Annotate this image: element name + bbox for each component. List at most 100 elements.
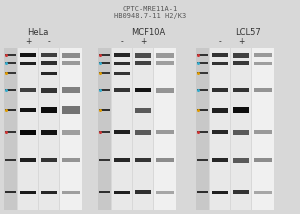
Bar: [233, 158, 249, 162]
Bar: [156, 61, 174, 65]
Bar: [197, 159, 208, 161]
Bar: [212, 88, 228, 92]
Bar: [62, 106, 80, 114]
Bar: [197, 72, 208, 74]
Bar: [197, 109, 208, 111]
Bar: [135, 52, 151, 58]
Bar: [233, 61, 249, 65]
Bar: [212, 190, 228, 193]
Bar: [254, 130, 272, 134]
Text: -: -: [48, 37, 50, 46]
Bar: [156, 88, 174, 92]
Bar: [4, 48, 17, 210]
Bar: [252, 48, 274, 210]
Bar: [196, 48, 209, 210]
Bar: [20, 88, 36, 92]
Bar: [41, 158, 57, 162]
Bar: [114, 190, 130, 193]
Bar: [62, 52, 80, 58]
Bar: [5, 62, 16, 64]
Bar: [133, 48, 153, 210]
Bar: [62, 61, 80, 65]
Bar: [62, 190, 80, 193]
Bar: [212, 61, 228, 64]
Text: HeLa: HeLa: [27, 28, 49, 37]
Bar: [5, 191, 16, 193]
Bar: [99, 89, 110, 91]
Bar: [233, 88, 249, 92]
Text: -: -: [121, 37, 123, 46]
Bar: [41, 107, 57, 113]
Bar: [20, 61, 36, 64]
Bar: [5, 89, 16, 91]
Bar: [112, 48, 132, 210]
Bar: [197, 131, 208, 133]
Bar: [5, 72, 16, 74]
Bar: [135, 107, 151, 113]
Bar: [62, 87, 80, 93]
Bar: [99, 131, 110, 133]
Bar: [99, 109, 110, 111]
Bar: [233, 190, 249, 194]
Bar: [114, 61, 130, 64]
Text: MCF10A: MCF10A: [131, 28, 165, 37]
Bar: [5, 159, 16, 161]
Bar: [5, 109, 16, 111]
Bar: [135, 190, 151, 194]
Bar: [231, 48, 251, 210]
Bar: [20, 108, 36, 112]
Bar: [60, 48, 82, 210]
Bar: [197, 62, 208, 64]
Bar: [233, 129, 249, 135]
Bar: [41, 71, 57, 74]
Bar: [254, 61, 272, 64]
Bar: [135, 61, 151, 65]
Bar: [62, 158, 80, 162]
Bar: [99, 72, 110, 74]
Bar: [154, 48, 176, 210]
Bar: [135, 158, 151, 162]
Bar: [156, 158, 174, 162]
Bar: [233, 52, 249, 58]
Text: +: +: [140, 37, 146, 46]
Bar: [135, 129, 151, 135]
Bar: [98, 48, 111, 210]
Bar: [62, 129, 80, 135]
Bar: [156, 130, 174, 134]
Bar: [5, 131, 16, 133]
Bar: [156, 52, 174, 58]
Bar: [20, 190, 36, 193]
Bar: [197, 191, 208, 193]
Bar: [114, 88, 130, 92]
Bar: [233, 107, 249, 113]
Text: +: +: [238, 37, 244, 46]
Text: CPTC-MRE11A-1: CPTC-MRE11A-1: [122, 6, 178, 12]
Bar: [20, 129, 36, 135]
Bar: [41, 61, 57, 65]
Bar: [41, 53, 57, 57]
Bar: [156, 190, 174, 193]
Bar: [212, 130, 228, 134]
Bar: [99, 159, 110, 161]
Text: LCL57: LCL57: [235, 28, 261, 37]
Bar: [114, 130, 130, 134]
Bar: [99, 191, 110, 193]
Bar: [99, 54, 110, 56]
Bar: [39, 48, 59, 210]
Bar: [5, 54, 16, 56]
Bar: [41, 129, 57, 135]
Bar: [114, 158, 130, 162]
Bar: [212, 53, 228, 57]
Bar: [41, 88, 57, 92]
Text: -: -: [219, 37, 221, 46]
Bar: [197, 89, 208, 91]
Bar: [41, 190, 57, 193]
Bar: [254, 53, 272, 57]
Bar: [254, 88, 272, 92]
Bar: [212, 158, 228, 162]
Bar: [114, 53, 130, 57]
Bar: [210, 48, 230, 210]
Bar: [114, 71, 130, 74]
Bar: [18, 48, 38, 210]
Bar: [254, 158, 272, 162]
